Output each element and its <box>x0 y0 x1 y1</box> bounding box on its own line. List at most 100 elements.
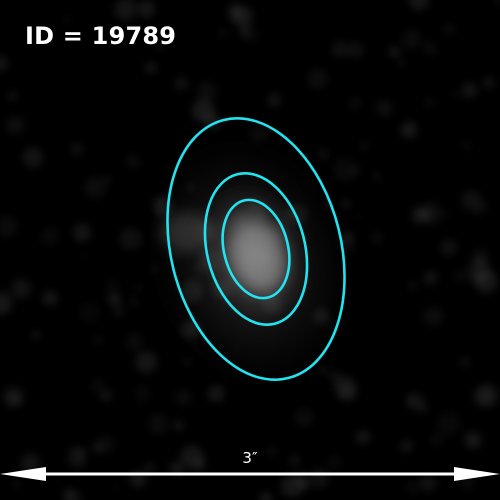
scale-bar-left-arrowhead <box>0 467 46 481</box>
noise-blotch <box>113 484 120 491</box>
noise-blotch <box>63 488 75 500</box>
noise-blotch <box>267 93 282 108</box>
noise-blotch <box>31 331 40 340</box>
noise-blotch <box>20 453 41 474</box>
noise-blotch <box>389 46 401 58</box>
noise-blotch <box>464 432 482 449</box>
noise-blotch <box>207 384 225 403</box>
noise-blotch <box>483 76 495 89</box>
noise-blotch <box>148 413 169 435</box>
noise-blotch <box>114 0 137 21</box>
noise-blotch <box>442 22 456 36</box>
object-id-label: ID = 19789 <box>25 22 177 50</box>
noise-blotch <box>461 82 478 98</box>
noise-blotch <box>453 269 469 284</box>
noise-blotch <box>79 302 100 323</box>
noise-blotch <box>408 0 429 11</box>
noise-blotch <box>440 239 458 256</box>
noise-blotch <box>423 41 437 55</box>
noise-blotch <box>96 435 115 454</box>
noise-blotch <box>125 333 144 351</box>
noise-blotch <box>400 440 413 453</box>
noise-blotch <box>398 59 405 67</box>
noise-blotch <box>423 270 438 286</box>
middle-contour <box>203 172 309 326</box>
noise-blotch <box>348 96 362 111</box>
noise-blotch <box>462 141 471 150</box>
noise-blotch <box>155 41 164 50</box>
scale-bar-right-arrowhead <box>454 467 500 481</box>
noise-blotch <box>401 121 418 138</box>
noise-blotch <box>129 296 140 307</box>
noise-blotch <box>340 199 351 209</box>
noise-blotch <box>0 215 18 238</box>
noise-blotch <box>436 412 461 436</box>
noise-blotch <box>467 259 491 283</box>
noise-blotch <box>197 81 217 101</box>
noise-blotch <box>331 40 349 58</box>
noise-blotch <box>218 27 228 38</box>
noise-blotch <box>8 91 18 101</box>
noise-blotch <box>409 282 417 290</box>
noise-blotch <box>119 227 143 251</box>
noise-blotch <box>179 445 204 469</box>
noise-blotch <box>473 385 495 407</box>
noise-blotch <box>460 190 482 211</box>
noise-blotch <box>144 462 156 474</box>
noise-blotch <box>13 480 20 487</box>
scale-bar <box>0 467 500 481</box>
noise-blotch <box>94 336 102 344</box>
noise-blotch <box>0 292 13 315</box>
noise-blotch <box>0 55 8 71</box>
noise-blotch <box>63 15 71 23</box>
noise-blotch <box>173 420 184 431</box>
noise-blotch <box>419 475 437 492</box>
noise-blotch <box>81 253 88 261</box>
noise-blotch <box>22 147 43 168</box>
noise-blotch <box>135 284 143 291</box>
noise-blotch <box>68 449 86 468</box>
noise-blotch <box>6 391 23 408</box>
noise-blotch <box>370 232 383 244</box>
noise-blotch <box>6 116 24 135</box>
noise-blotch <box>451 90 459 98</box>
noise-blotch <box>91 379 104 391</box>
noise-blotch <box>242 26 260 43</box>
noise-blotch <box>424 97 435 108</box>
noise-blotch <box>135 350 158 373</box>
noise-blotch <box>290 455 300 465</box>
noise-blotch <box>137 0 156 18</box>
noise-blotch <box>347 42 364 58</box>
noise-blotch <box>105 279 120 294</box>
noise-blotch <box>430 434 443 446</box>
noise-blotch <box>146 62 158 74</box>
noise-blotch <box>418 403 428 413</box>
isophote-contours <box>166 117 346 381</box>
noise-blotch <box>198 113 211 126</box>
noise-blotch <box>421 202 440 221</box>
noise-blotch <box>328 370 342 383</box>
noise-blotch <box>42 290 58 306</box>
noise-blotch <box>259 492 273 500</box>
noise-blotch <box>373 172 381 181</box>
noise-blotch <box>360 142 369 151</box>
noise-blotch <box>294 408 314 427</box>
noise-blotch <box>376 100 393 117</box>
noise-blotch <box>137 400 145 408</box>
noise-blotch <box>174 76 189 91</box>
noise-blotch <box>126 154 140 168</box>
noise-blotch <box>108 293 121 307</box>
noise-blotch <box>307 68 328 89</box>
noise-blotch <box>113 306 125 317</box>
outer-contour <box>166 117 346 381</box>
scale-bar-label: 3″ <box>242 449 258 467</box>
noise-blotch <box>175 389 192 406</box>
noise-blotch <box>460 357 470 367</box>
noise-blotch <box>100 389 112 402</box>
noise-blotch <box>331 158 356 183</box>
noise-blotch <box>70 142 84 156</box>
noise-blotch <box>354 213 362 220</box>
noise-blotch <box>135 385 150 400</box>
